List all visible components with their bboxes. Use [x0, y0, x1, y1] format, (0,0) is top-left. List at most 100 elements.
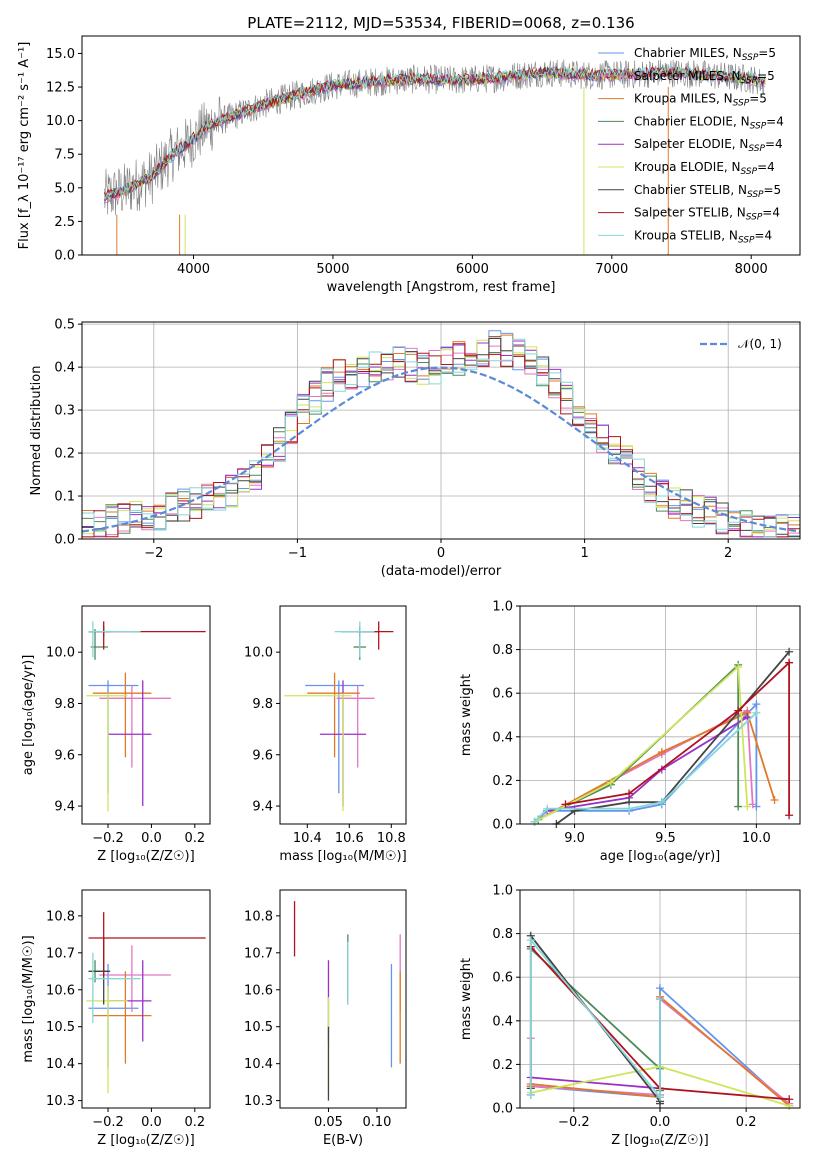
mass-weight-marker: [734, 802, 743, 811]
y-tick-label: 0.2: [492, 774, 513, 789]
legend-subscript: SSP: [738, 235, 755, 245]
mass-weight-marker: [657, 798, 666, 807]
y-tick-label: 10.4: [46, 1057, 75, 1072]
y-tick-label: 1.0: [492, 884, 513, 899]
x-tick-label: −0.2: [558, 1115, 590, 1130]
legend-label: Kroupa STELIB, N: [634, 228, 738, 242]
x-tick-label: 0.05: [314, 1115, 343, 1130]
x-axis-label: mass [log₁₀(M/M☉)]: [279, 849, 406, 864]
x-tick-label: 4000: [177, 262, 210, 277]
mass-weight-marker: [656, 995, 664, 1003]
x-tick-label: 7000: [595, 262, 628, 277]
model-spectrum-line: [103, 66, 766, 199]
y-tick-label: 0.8: [492, 643, 513, 658]
legend-value: =5: [749, 92, 767, 106]
legend-entry: Chabrier STELIB, NSSP=5: [634, 183, 781, 200]
mass-weight-marker: [625, 789, 634, 798]
y-axis-label: Normed distribution: [29, 366, 44, 496]
mass-weight-marker: [561, 800, 570, 809]
y-tick-label: 10.6: [46, 983, 75, 998]
y-tick-label: 5.0: [54, 181, 75, 196]
y-tick-label: 10.8: [244, 909, 273, 924]
x-tick-label: 6000: [456, 262, 489, 277]
model-spectrum-line: [104, 66, 766, 200]
x-tick-label: 9.5: [655, 831, 676, 846]
y-tick-label: 9.4: [252, 800, 273, 815]
legend-entry: Chabrier MILES, NSSP=5: [634, 46, 776, 63]
mass-weight-marker: [785, 1095, 794, 1104]
mass-weight-marker: [743, 802, 752, 811]
legend-value: =5: [764, 183, 782, 197]
legend-entry: Chabrier ELODIE, NSSP=4: [634, 114, 784, 131]
mass-weight-marker: [748, 800, 757, 809]
axes-frame: [279, 605, 407, 825]
axes-frame: [519, 605, 801, 825]
y-axis-label: mass weight: [459, 674, 474, 756]
mass-weight-marker: [785, 811, 794, 820]
y-tick-label: 7.5: [54, 148, 75, 163]
legend-value: =5: [758, 46, 776, 60]
x-tick-label: 10.4: [293, 831, 322, 846]
y-tick-label: 9.8: [252, 697, 273, 712]
x-tick-label: 2: [724, 546, 732, 561]
y-tick-label: 9.6: [54, 748, 75, 763]
legend-entry: Kroupa ELODIE, NSSP=4: [634, 160, 775, 177]
mass-weight-marker: [657, 748, 666, 757]
y-tick-label: 10.7: [244, 946, 273, 961]
y-tick-label: 0.3: [54, 404, 75, 419]
mass-weight-marker: [770, 796, 779, 805]
y-tick-label: 0.4: [492, 1014, 513, 1029]
x-tick-label: −1: [288, 546, 307, 561]
x-tick-label: 0: [437, 546, 445, 561]
x-tick-label: −2: [144, 546, 163, 561]
mass-weight-line: [530, 999, 661, 1090]
axes-frame: [81, 321, 801, 540]
y-tick-label: 0.6: [492, 971, 513, 986]
legend-subscript: SSP: [741, 167, 758, 177]
mass-weight-line: [537, 662, 740, 821]
x-axis-label: Z [log₁₀(Z/Z☉)]: [97, 849, 194, 864]
mass-weight-line: [534, 665, 749, 823]
y-tick-label: 10.4: [244, 1057, 273, 1072]
legend-entry: Salpeter STELIB, NSSP=4: [634, 206, 780, 223]
y-axis-label: mass weight: [459, 958, 474, 1040]
x-axis-label: age [log₁₀(age/yr)]: [600, 849, 721, 864]
y-tick-label: 10.8: [46, 909, 75, 924]
mass-weight-marker: [625, 804, 634, 813]
legend-label: Salpeter MILES, N: [634, 69, 741, 83]
legend-subscript: SSP: [747, 190, 764, 200]
x-tick-label: 8000: [735, 262, 768, 277]
y-tick-label: 0.0: [54, 533, 75, 548]
x-axis-label: Z [log₁₀(Z/Z☉)]: [97, 1133, 194, 1148]
y-tick-label: 0.0: [492, 1102, 513, 1117]
mass-weight-marker: [752, 700, 761, 709]
y-tick-label: 9.8: [54, 697, 75, 712]
y-tick-label: 10.0: [46, 646, 75, 661]
legend-value: =4: [754, 228, 772, 242]
legend-label: Kroupa ELODIE, N: [634, 160, 741, 174]
x-tick-label: −0.2: [92, 1115, 124, 1130]
mass-weight-marker: [526, 1090, 535, 1099]
y-tick-label: 10.3: [46, 1094, 75, 1109]
mass-weight-marker: [656, 1093, 664, 1102]
legend-value: =4: [757, 160, 775, 174]
legend-value: =4: [766, 114, 784, 128]
legend-subscript: SSP: [733, 99, 750, 109]
x-tick-label: 10.0: [742, 831, 771, 846]
legend-entry: Salpeter MILES, NSSP=5: [634, 69, 775, 86]
legend-subscript: SSP: [742, 53, 759, 63]
axes-frame: [81, 35, 801, 256]
legend-entry: Salpeter ELODIE, NSSP=4: [634, 137, 783, 154]
y-tick-label: 0.8: [492, 927, 513, 942]
model-spectrum-line: [103, 66, 766, 201]
y-tick-label: 0.0: [54, 249, 75, 264]
x-axis-label: Z [log₁₀(Z/Z☉)]: [611, 1133, 708, 1148]
mass-weight-marker: [785, 658, 794, 667]
y-tick-label: 10.0: [244, 646, 273, 661]
y-tick-label: 0.0: [492, 818, 513, 833]
legend-entry: 𝒩(0, 1): [738, 337, 782, 351]
x-tick-label: 0.2: [184, 831, 205, 846]
y-tick-label: 0.2: [54, 447, 75, 462]
mass-weight-line: [533, 701, 758, 823]
